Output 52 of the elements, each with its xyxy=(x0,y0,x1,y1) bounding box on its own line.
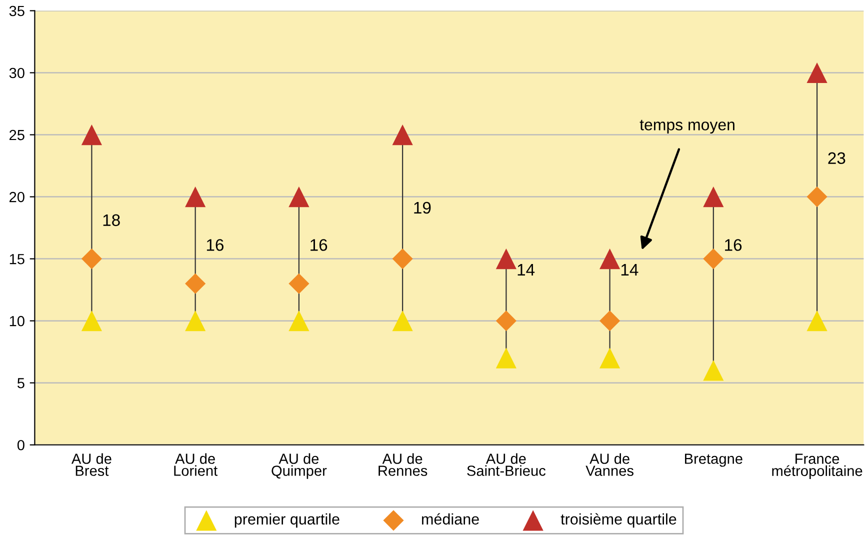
annotation: 14 xyxy=(621,264,638,276)
point xyxy=(81,310,102,332)
x-tick-label: AU de Rennes xyxy=(378,453,428,476)
legend-label: troisième quartile xyxy=(560,513,676,528)
point xyxy=(703,248,724,270)
point xyxy=(599,348,620,368)
point xyxy=(185,186,206,208)
point xyxy=(392,248,413,270)
x-tick-label: France métropolitaine xyxy=(772,454,862,479)
annotation: 23 xyxy=(828,152,846,164)
y-tick-label: 35 xyxy=(9,6,24,16)
point xyxy=(496,310,516,332)
annotation: 19 xyxy=(414,202,431,214)
point xyxy=(288,186,310,208)
point xyxy=(599,310,620,332)
legend-label: premier quartile xyxy=(234,513,340,528)
x-tick-label: Bretagne xyxy=(685,454,742,467)
annotation: 14 xyxy=(518,264,535,276)
y-tick-label: 15 xyxy=(10,254,24,264)
y-tick-label: 10 xyxy=(10,316,24,326)
y-tick-label: 25 xyxy=(10,130,24,140)
point xyxy=(288,310,310,332)
point xyxy=(806,186,828,208)
annotation: temps moyen xyxy=(640,120,734,134)
point xyxy=(806,62,828,84)
x-tick-label: AU de Vannes xyxy=(586,453,634,476)
annotation: 16 xyxy=(310,239,328,251)
y-tick-label: 5 xyxy=(17,378,24,388)
x-tick-label: AU de Quimper xyxy=(272,453,327,479)
point xyxy=(392,124,413,146)
y-tick-label: 20 xyxy=(10,192,24,202)
point xyxy=(288,273,310,294)
point xyxy=(185,310,206,332)
x-tick-label: AU de Brest xyxy=(71,453,112,476)
point xyxy=(806,310,828,332)
point xyxy=(392,310,413,332)
annotation: 16 xyxy=(206,239,224,251)
point xyxy=(81,124,102,146)
x-tick-label: AU de Saint-Brieuc xyxy=(467,453,546,476)
point xyxy=(496,248,516,270)
point xyxy=(496,348,516,368)
point xyxy=(703,360,724,381)
y-tick-label: 30 xyxy=(9,68,24,78)
point xyxy=(185,273,206,294)
point xyxy=(599,248,620,270)
annotation: 16 xyxy=(725,239,742,251)
point xyxy=(703,186,724,208)
annotation: 18 xyxy=(103,214,120,226)
legend-label: médiane xyxy=(422,513,479,525)
y-tick-label: 0 xyxy=(17,440,24,450)
x-tick-label: AU de Lorient xyxy=(174,453,218,476)
point xyxy=(81,248,102,270)
